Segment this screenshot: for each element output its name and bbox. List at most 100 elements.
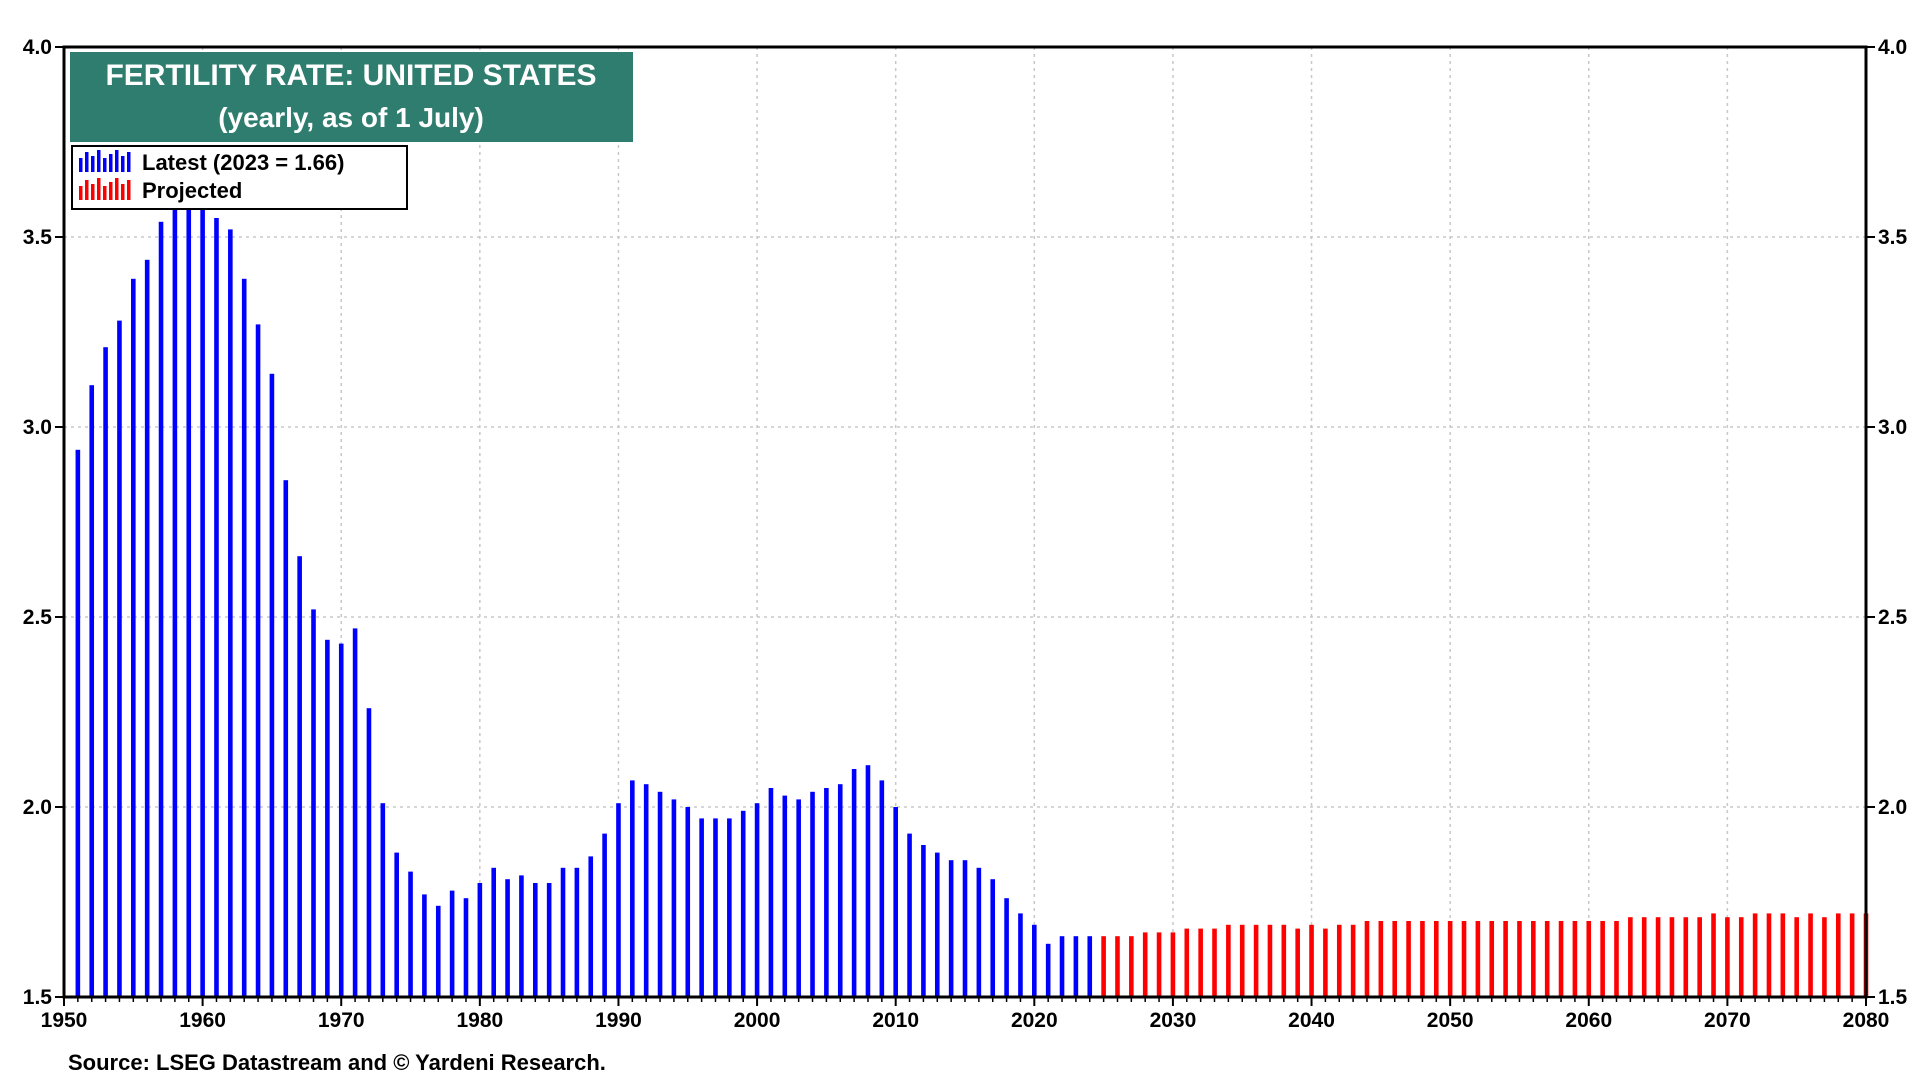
bar-latest-1994	[671, 799, 677, 997]
bar-projected-2058	[1558, 921, 1564, 997]
x-tick-label: 1990	[595, 1009, 642, 1032]
bar-projected-2031	[1184, 928, 1190, 997]
bar-latest-2001	[768, 788, 774, 997]
bar-projected-2047	[1406, 921, 1411, 997]
bar-projected-2034	[1226, 924, 1231, 997]
bar-latest-1970	[338, 643, 344, 997]
bar-latest-1991	[630, 780, 635, 997]
bar-projected-2052	[1475, 921, 1481, 997]
bar-projected-2079	[1849, 913, 1855, 997]
legend-swatch-bar	[121, 184, 125, 200]
legend-swatch-bar	[127, 152, 131, 172]
bar-projected-2063	[1628, 917, 1633, 997]
bar-projected-2038	[1281, 924, 1287, 997]
bar-projected-2062	[1614, 921, 1619, 997]
bar-projected-2039	[1295, 928, 1300, 997]
title-box: FERTILITY RATE: UNITED STATES (yearly, a…	[70, 52, 633, 142]
bar-latest-2005	[824, 788, 829, 997]
bar-latest-2024	[1087, 936, 1093, 997]
bar-projected-2053	[1489, 921, 1495, 997]
bar-latest-1981	[491, 867, 497, 997]
y-tick-label-right: 1.5	[1878, 986, 1908, 1009]
bar-latest-2021	[1045, 943, 1051, 997]
chart-subtitle: (yearly, as of 1 July)	[218, 102, 484, 133]
x-tick-label: 1980	[456, 1009, 503, 1032]
bar-latest-1974	[394, 852, 399, 997]
tick-marks	[55, 46, 1875, 1006]
legend-swatch-bar	[121, 156, 125, 172]
bar-projected-2078	[1835, 913, 1841, 997]
bar-latest-1956	[144, 259, 150, 997]
bar-latest-1963	[241, 278, 247, 997]
bar-projected-2056	[1531, 921, 1536, 997]
bar-projected-2035	[1239, 924, 1245, 997]
bar-latest-1999	[740, 810, 746, 997]
legend-swatch-bar	[85, 152, 89, 172]
bar-latest-1968	[311, 609, 316, 997]
bar-latest-1957	[158, 221, 164, 998]
bar-projected-2032	[1198, 928, 1203, 997]
bar-latest-2014	[948, 860, 954, 997]
bar-latest-1979	[463, 898, 469, 997]
bar-latest-1962	[228, 229, 233, 997]
bars-layer	[75, 202, 1869, 998]
bar-projected-2072	[1752, 913, 1758, 997]
bar-latest-1993	[657, 791, 663, 997]
legend-swatch-bar	[91, 184, 95, 200]
bar-projected-2026	[1115, 936, 1120, 997]
bar-projected-2029	[1156, 932, 1162, 997]
bar-latest-1987	[574, 867, 580, 997]
bar-projected-2040	[1309, 924, 1314, 997]
bar-latest-1965	[269, 373, 275, 997]
bar-projected-2068	[1697, 917, 1702, 997]
bar-projected-2070	[1725, 917, 1730, 997]
bar-latest-1988	[588, 856, 594, 997]
bar-latest-2020	[1032, 924, 1037, 997]
bar-latest-2017	[990, 879, 996, 997]
x-tick-label: 2020	[1011, 1009, 1058, 1032]
bar-projected-2046	[1392, 921, 1398, 997]
y-tick-label-left: 1.5	[23, 986, 53, 1009]
bar-projected-2059	[1572, 921, 1578, 997]
bar-latest-1964	[255, 324, 261, 997]
bar-latest-2010	[893, 807, 898, 997]
bar-projected-2037	[1267, 924, 1273, 997]
bar-latest-1984	[532, 883, 538, 997]
x-axis-labels: 1950 1960 1970 1980 1990 2000 2010 2020 2030 2040…	[41, 1009, 1890, 1032]
x-tick-label: 2030	[1150, 1009, 1197, 1032]
bar-latest-1973	[380, 803, 386, 997]
bar-projected-2048	[1420, 921, 1425, 997]
bar-latest-1989	[602, 833, 607, 997]
legend-swatch-projected	[79, 178, 131, 200]
x-tick-label: 2060	[1565, 1009, 1612, 1032]
bar-latest-1990	[616, 803, 621, 997]
bar-projected-2064	[1641, 917, 1647, 997]
legend-swatch-bar	[115, 150, 119, 172]
y-tick-label-left: 2.5	[23, 606, 53, 629]
bar-latest-1966	[283, 480, 289, 997]
bar-latest-1982	[505, 879, 510, 997]
bar-latest-1986	[560, 867, 566, 997]
bar-latest-1977	[435, 905, 441, 997]
bar-projected-2077	[1822, 917, 1827, 997]
x-tick-label: 1950	[41, 1009, 88, 1032]
bar-projected-2057	[1544, 921, 1550, 997]
x-tick-label: 1970	[318, 1009, 365, 1032]
bar-latest-1992	[643, 784, 649, 997]
bar-latest-1952	[89, 385, 95, 997]
bar-latest-2023	[1073, 936, 1079, 997]
bar-projected-2027	[1129, 936, 1134, 997]
bar-projected-2061	[1600, 921, 1605, 997]
bar-latest-1958	[172, 202, 178, 998]
bar-projected-2042	[1336, 924, 1342, 997]
bar-latest-2008	[865, 765, 871, 997]
y-axis-left-labels: 1.5 2.0 2.5 3.0 3.5 4.0	[23, 36, 53, 1009]
bar-latest-1998	[727, 818, 732, 997]
bar-latest-1976	[422, 894, 427, 997]
bar-projected-2066	[1669, 917, 1675, 997]
bar-latest-2016	[976, 867, 982, 997]
legend-swatch-bar	[127, 180, 131, 200]
bar-latest-1971	[352, 628, 358, 997]
bar-projected-2041	[1323, 928, 1328, 997]
x-tick-label: 2000	[734, 1009, 781, 1032]
